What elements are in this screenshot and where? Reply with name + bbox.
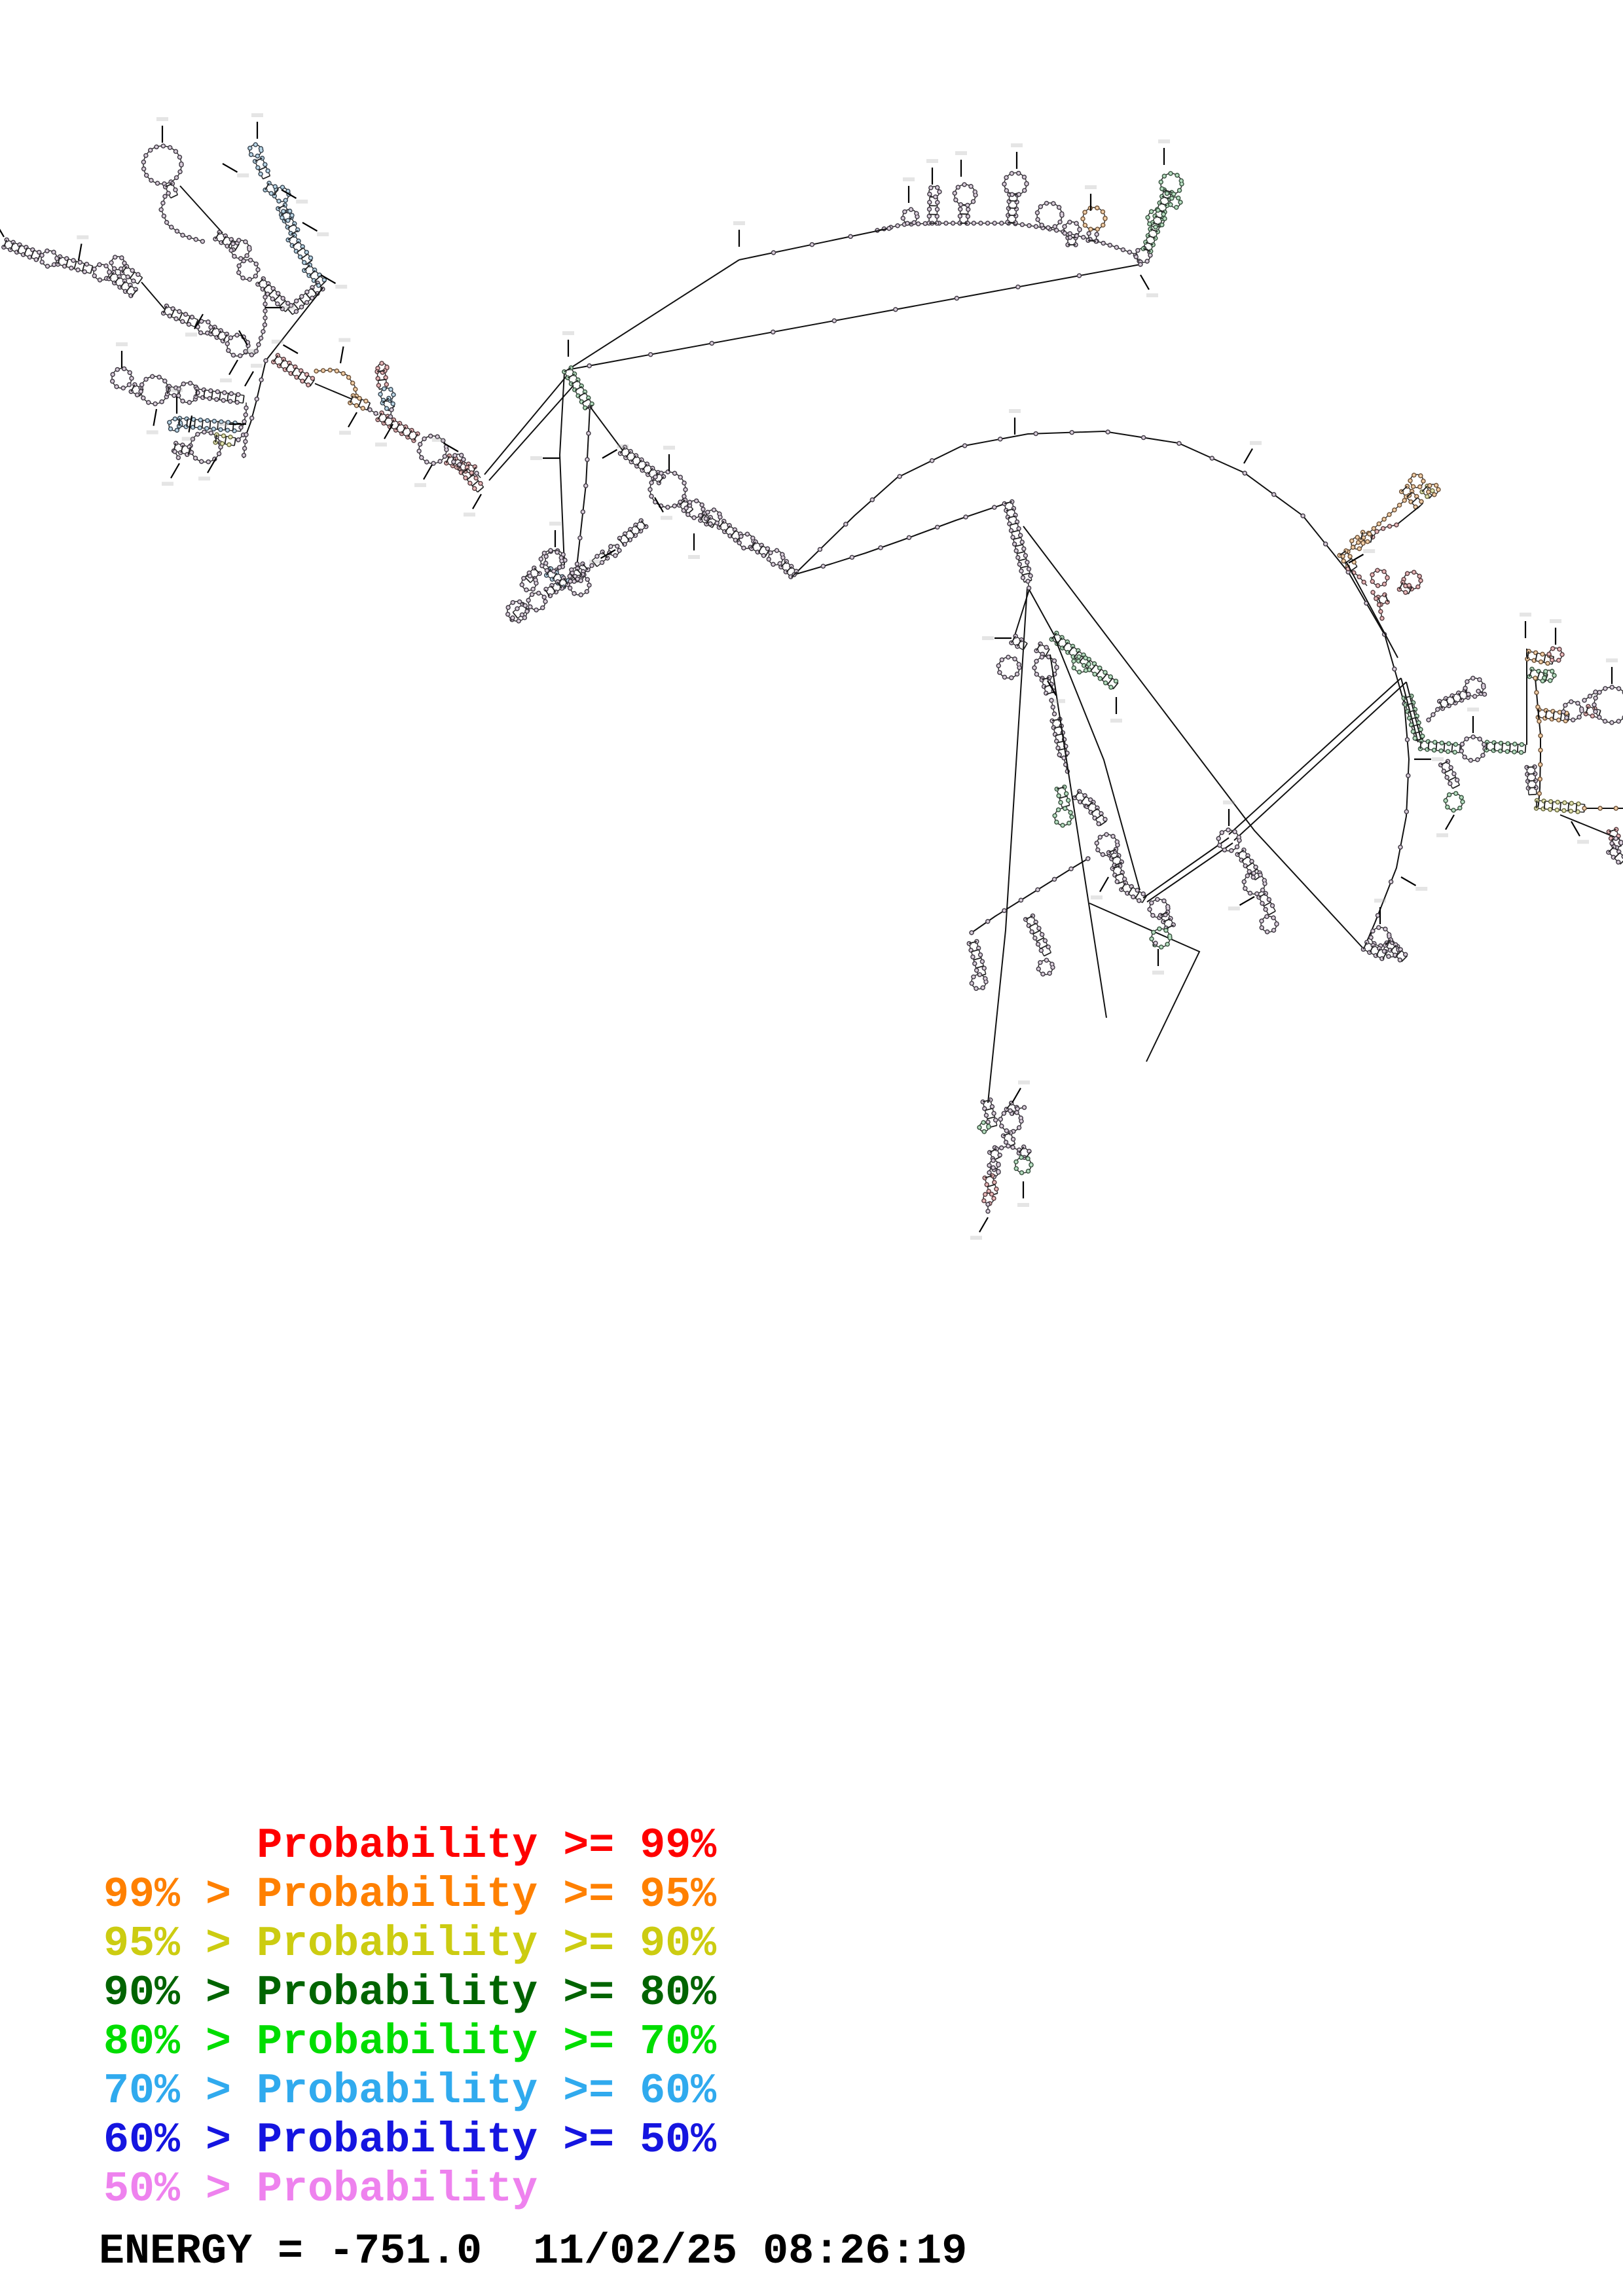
svg-text:90% > Probability >= 80%: 90% > Probability >= 80% — [103, 1969, 717, 2017]
svg-text:95% > Probability >= 90%: 95% > Probability >= 90% — [103, 1920, 717, 1968]
svg-text:60% > Probability >= 50%: 60% > Probability >= 50% — [103, 2116, 717, 2164]
svg-text:50% > Probability: 50% > Probability — [103, 2165, 538, 2214]
svg-text:70% > Probability >= 60%: 70% > Probability >= 60% — [103, 2067, 717, 2115]
svg-text:99% > Probability >= 95%: 99% > Probability >= 95% — [103, 1871, 717, 1919]
svg-text:Probability >= 99%: Probability >= 99% — [257, 1821, 717, 1870]
svg-text:ENERGY = -751.0 11/02/25 08:2: ENERGY = -751.0 11/02/25 08:26:19 — [99, 2227, 967, 2276]
svg-text:80% > Probability >= 70%: 80% > Probability >= 70% — [103, 2018, 717, 2066]
